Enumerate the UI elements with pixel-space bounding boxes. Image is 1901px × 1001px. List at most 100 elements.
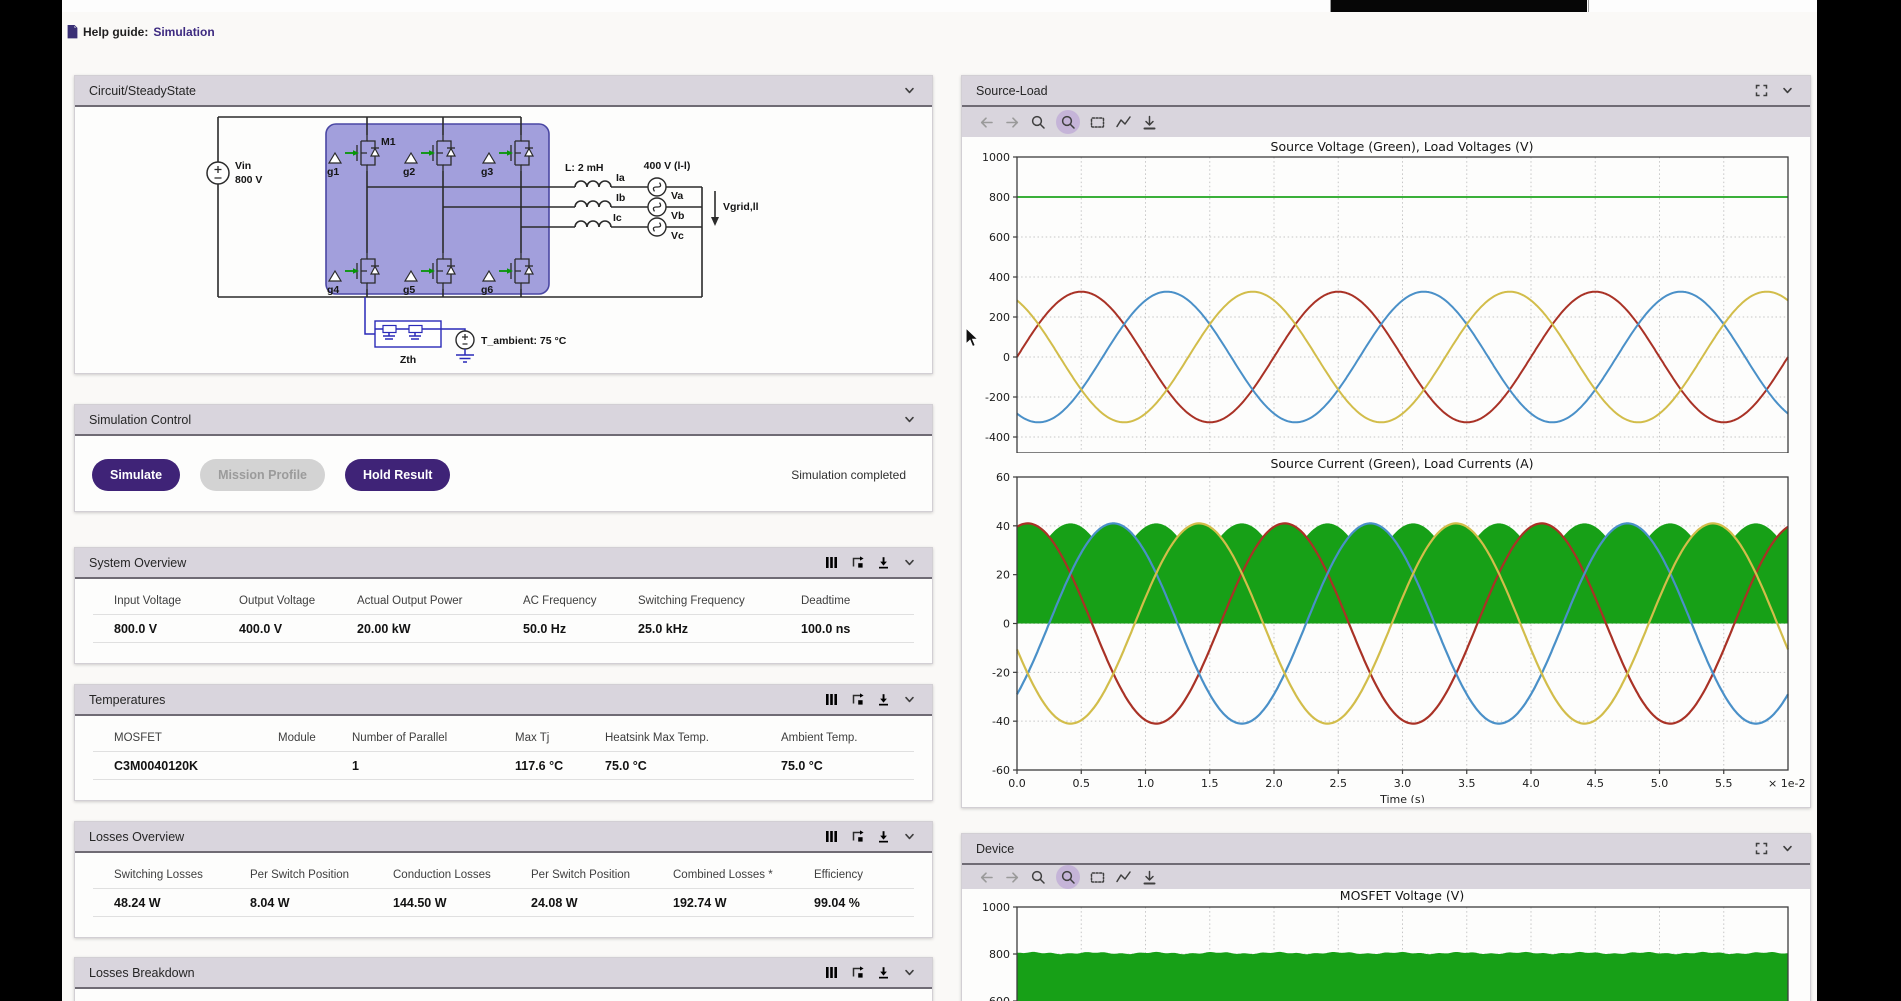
browser-top-gap bbox=[1330, 0, 1587, 12]
back-arrow-icon[interactable] bbox=[978, 869, 995, 886]
chevron-down-icon[interactable] bbox=[903, 84, 916, 97]
svg-text:1.5: 1.5 bbox=[1201, 777, 1219, 790]
chevron-down-icon[interactable] bbox=[1781, 842, 1794, 855]
cell-value: 144.50 W bbox=[393, 895, 447, 910]
zoom-active-icon[interactable] bbox=[1056, 865, 1080, 889]
losses-breakdown-header[interactable]: Losses Breakdown bbox=[75, 958, 932, 989]
system-overview-header[interactable]: System Overview bbox=[75, 548, 932, 579]
columns-icon[interactable] bbox=[825, 966, 838, 979]
cell-value: 8.04 W bbox=[250, 895, 290, 910]
transpose-icon[interactable] bbox=[851, 556, 864, 569]
source-load-header[interactable]: Source-Load bbox=[962, 76, 1810, 107]
chevron-down-icon[interactable] bbox=[903, 966, 916, 979]
simulate-button[interactable]: Simulate bbox=[92, 458, 181, 491]
chart-title: MOSFET Voltage (V) bbox=[1340, 889, 1464, 903]
cell-value: 192.74 W bbox=[673, 895, 727, 910]
column-header: Input Voltage bbox=[114, 594, 182, 607]
inductor-b bbox=[574, 200, 612, 208]
column-header: Per Switch Position bbox=[250, 868, 350, 881]
cell-value: 400.0 V bbox=[239, 621, 283, 636]
svg-text:0.0: 0.0 bbox=[1008, 777, 1026, 790]
circuit-panel-header[interactable]: Circuit/SteadyState bbox=[75, 76, 932, 107]
zoom-icon[interactable] bbox=[1030, 114, 1047, 131]
panel-title: Source-Load bbox=[976, 83, 1048, 98]
line-tool-icon[interactable] bbox=[1115, 114, 1132, 131]
transpose-icon[interactable] bbox=[851, 966, 864, 979]
hold-result-button[interactable]: Hold Result bbox=[345, 458, 451, 491]
download-icon[interactable] bbox=[877, 693, 890, 706]
zoom-icon[interactable] bbox=[1030, 869, 1047, 886]
svg-text:60: 60 bbox=[996, 471, 1010, 484]
transpose-icon[interactable] bbox=[851, 693, 864, 706]
svg-text:5.0: 5.0 bbox=[1651, 777, 1669, 790]
losses-overview-header[interactable]: Losses Overview bbox=[75, 822, 932, 853]
column-header: Switching Frequency bbox=[638, 594, 745, 607]
download-icon[interactable] bbox=[877, 830, 890, 843]
back-arrow-icon[interactable] bbox=[978, 114, 995, 131]
help-guide-simulation-link[interactable]: Simulation bbox=[153, 25, 215, 39]
svg-text:× 1e-2: × 1e-2 bbox=[1768, 777, 1805, 790]
svg-text:g3: g3 bbox=[481, 166, 493, 178]
losses-overview-panel: Losses Overview Switching Losses Per Swi… bbox=[74, 821, 933, 938]
box-zoom-icon[interactable] bbox=[1089, 869, 1106, 886]
svg-text:Ic: Ic bbox=[613, 212, 622, 224]
svg-text:g4: g4 bbox=[327, 284, 339, 296]
chevron-down-icon[interactable] bbox=[1781, 84, 1794, 97]
download-plot-icon[interactable] bbox=[1141, 869, 1158, 886]
box-zoom-icon[interactable] bbox=[1089, 114, 1106, 131]
chart-title: Source Current (Green), Load Currents (A… bbox=[1270, 456, 1533, 471]
forward-arrow-icon[interactable] bbox=[1004, 869, 1021, 886]
chevron-down-icon[interactable] bbox=[903, 693, 916, 706]
mosfet-voltage-chart[interactable]: MOSFET Voltage (V) 1000 800 600 bbox=[962, 889, 1810, 1001]
svg-text:-40: -40 bbox=[992, 715, 1010, 728]
download-plot-icon[interactable] bbox=[1141, 114, 1158, 131]
help-guide-label: Help guide: bbox=[83, 25, 149, 39]
column-header: Conduction Losses bbox=[393, 868, 491, 881]
cell-value: 75.0 °C bbox=[605, 758, 647, 773]
simulation-control-header[interactable]: Simulation Control bbox=[75, 405, 932, 436]
svg-text:5.5: 5.5 bbox=[1715, 777, 1733, 790]
chevron-down-icon[interactable] bbox=[903, 413, 916, 426]
inductor-c bbox=[574, 220, 612, 228]
svg-text:1.0: 1.0 bbox=[1137, 777, 1155, 790]
panel-title: Simulation Control bbox=[89, 412, 192, 427]
source-current-chart[interactable]: Source Current (Green), Load Currents (A… bbox=[962, 453, 1810, 803]
table-row: C3M0040120K 1 117.6 °C 75.0 °C 75.0 °C bbox=[75, 752, 932, 779]
chevron-down-icon[interactable] bbox=[903, 830, 916, 843]
svg-text:-400: -400 bbox=[985, 431, 1010, 444]
columns-icon[interactable] bbox=[825, 693, 838, 706]
expand-icon[interactable] bbox=[1755, 84, 1768, 97]
svg-text:-60: -60 bbox=[992, 764, 1010, 777]
download-icon[interactable] bbox=[877, 966, 890, 979]
simulation-status-text: Simulation completed bbox=[791, 467, 906, 482]
svg-text:0: 0 bbox=[1003, 351, 1010, 364]
svg-text:Ib: Ib bbox=[616, 192, 625, 204]
mission-profile-button[interactable]: Mission Profile bbox=[200, 458, 326, 491]
zoom-active-icon[interactable] bbox=[1056, 110, 1080, 134]
expand-icon[interactable] bbox=[1755, 842, 1768, 855]
columns-icon[interactable] bbox=[825, 830, 838, 843]
svg-text:1000: 1000 bbox=[982, 901, 1010, 914]
chevron-down-icon[interactable] bbox=[903, 556, 916, 569]
cell-value: 24.08 W bbox=[531, 895, 578, 910]
svg-text:0: 0 bbox=[1003, 618, 1010, 631]
device-header[interactable]: Device bbox=[962, 834, 1810, 865]
cell-value: 50.0 Hz bbox=[523, 621, 567, 636]
cell-value: 20.00 kW bbox=[357, 621, 411, 636]
transpose-icon[interactable] bbox=[851, 830, 864, 843]
line-tool-icon[interactable] bbox=[1115, 869, 1132, 886]
svg-text:3.5: 3.5 bbox=[1458, 777, 1476, 790]
mouse-cursor bbox=[965, 327, 980, 348]
svg-text:2.0: 2.0 bbox=[1265, 777, 1283, 790]
cell-value: 75.0 °C bbox=[781, 758, 823, 773]
column-header: Switching Losses bbox=[114, 868, 203, 881]
cell-value: C3M0040120K bbox=[114, 758, 199, 773]
source-voltage-chart[interactable]: Source Voltage (Green), Load Voltages (V… bbox=[962, 137, 1810, 453]
columns-icon[interactable] bbox=[825, 556, 838, 569]
forward-arrow-icon[interactable] bbox=[1004, 114, 1021, 131]
svg-text:-200: -200 bbox=[985, 391, 1010, 404]
panel-title: Circuit/SteadyState bbox=[89, 83, 196, 98]
temperatures-header[interactable]: Temperatures bbox=[75, 685, 932, 716]
column-header: Heatsink Max Temp. bbox=[605, 731, 709, 744]
download-icon[interactable] bbox=[877, 556, 890, 569]
